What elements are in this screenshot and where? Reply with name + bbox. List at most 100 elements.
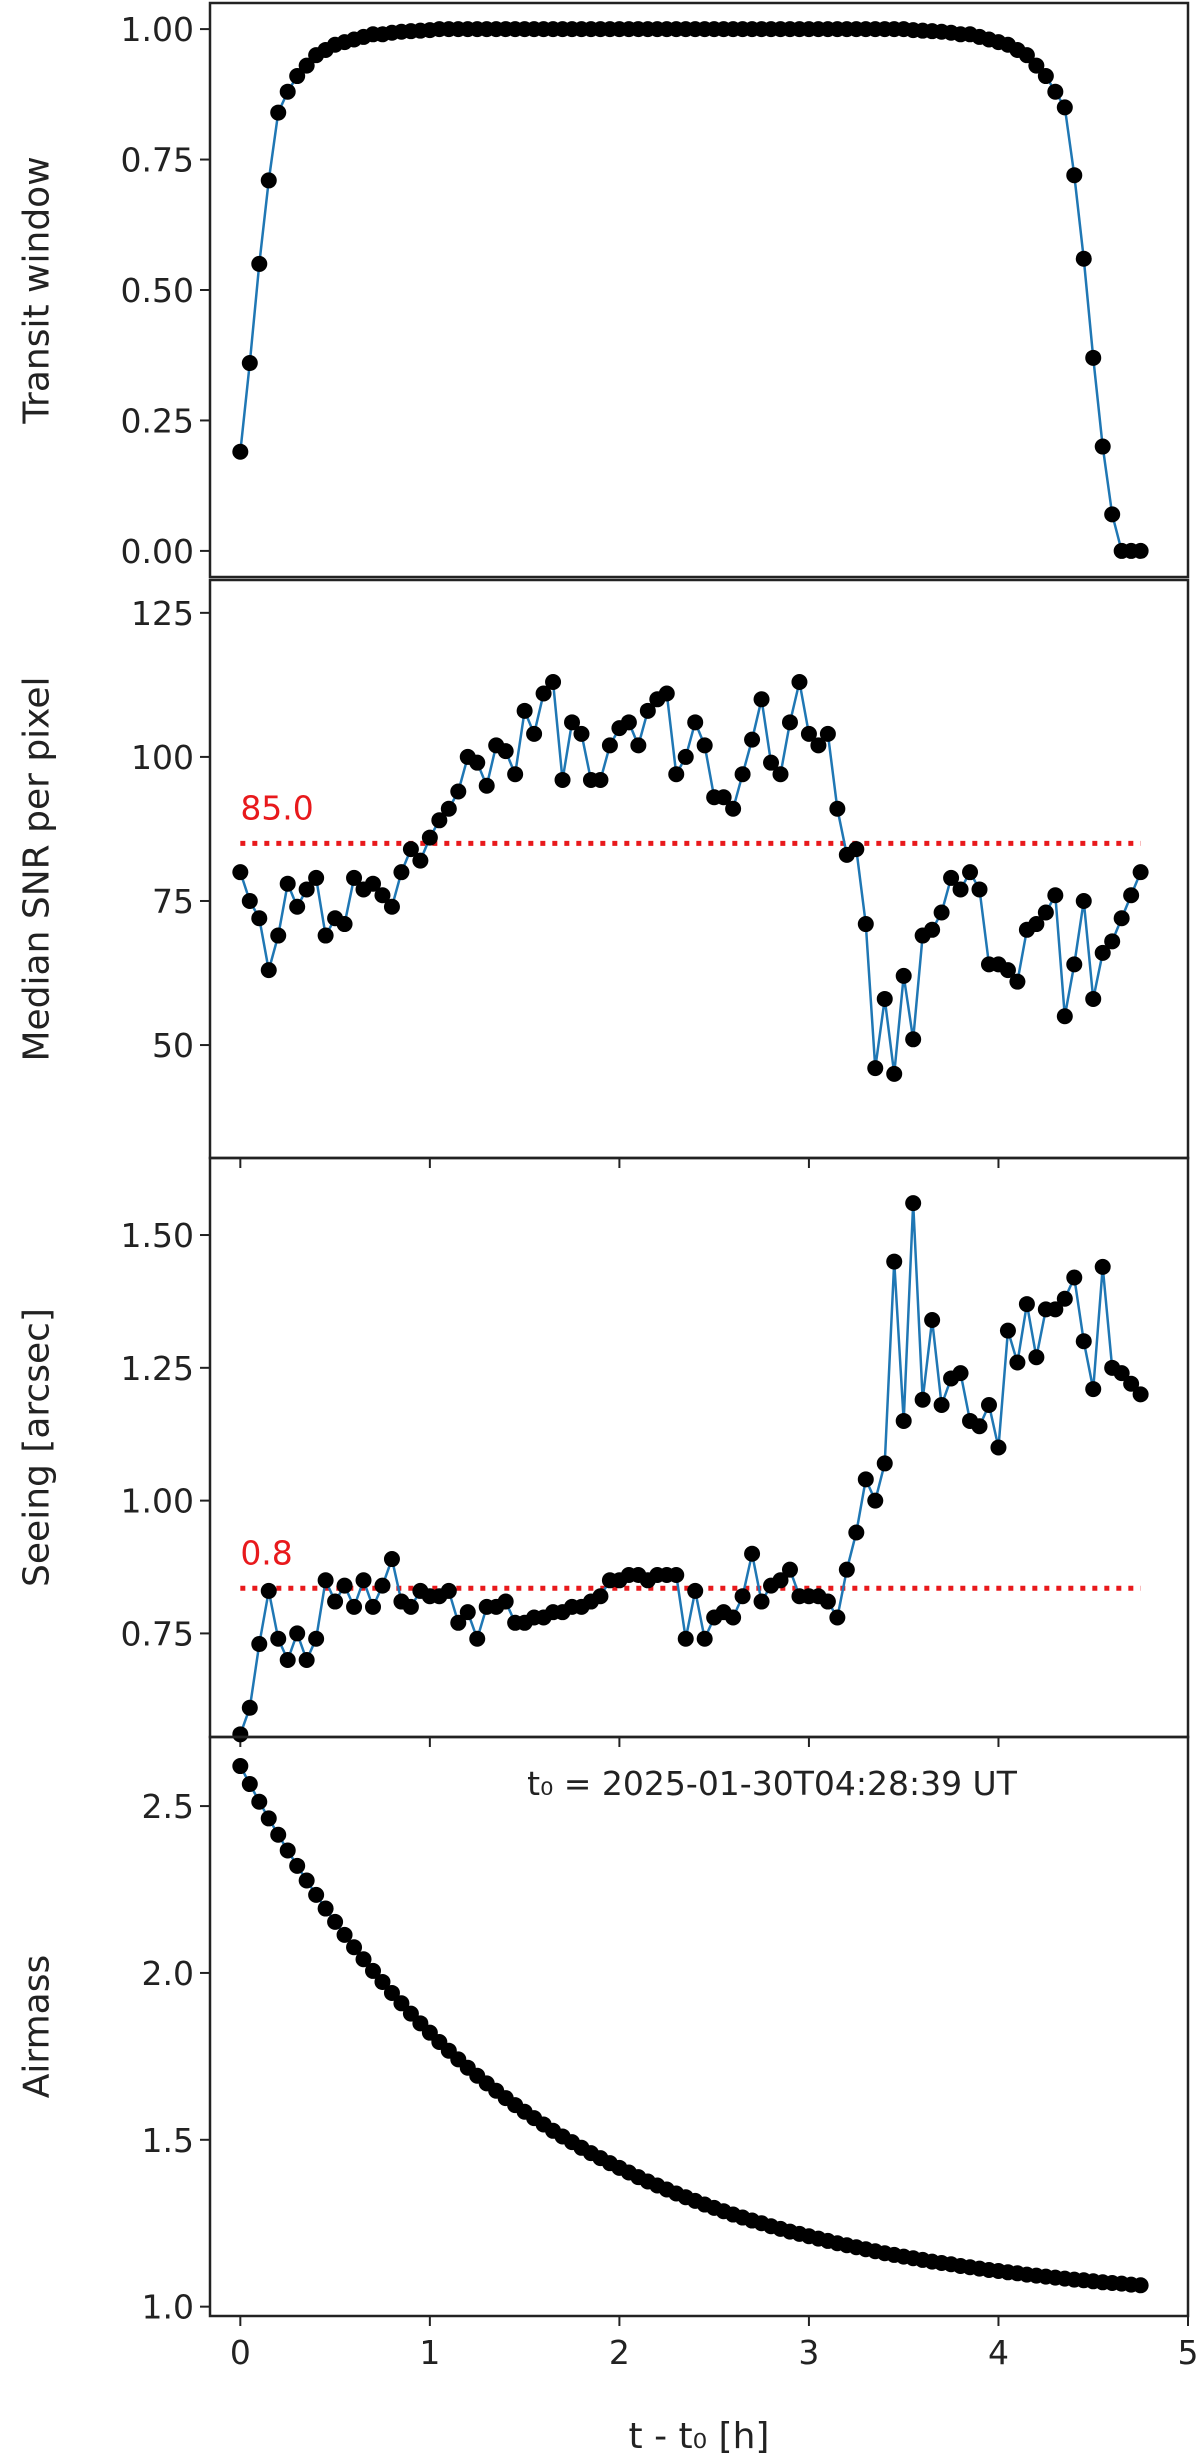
data-point [933, 1397, 950, 1414]
y-tick-label: 1.25 [121, 1349, 194, 1388]
data-point [450, 1614, 467, 1631]
data-point [232, 1758, 249, 1775]
data-point [857, 916, 874, 933]
data-point [1028, 1349, 1045, 1366]
data-point [232, 443, 249, 460]
y-tick-label: 0.75 [121, 1614, 194, 1653]
data-point [365, 875, 381, 892]
data-point [1094, 944, 1111, 961]
data-point [355, 1951, 372, 1968]
data-point [1066, 167, 1083, 184]
axes-frame [208, 1156, 1190, 1739]
data-line [239, 1765, 1141, 2287]
data-point [696, 737, 713, 754]
data-point [744, 1545, 761, 1562]
data-point [952, 1365, 969, 1382]
data-point [753, 1593, 770, 1610]
data-point [924, 1312, 941, 1329]
data-point [383, 898, 400, 915]
data-point [943, 869, 960, 886]
data-point [393, 1995, 410, 2012]
y-tick-label: 1.00 [121, 1482, 194, 1521]
data-point [497, 743, 514, 760]
data-point [1075, 250, 1092, 267]
data-point [298, 1651, 315, 1668]
y-axis-label: Airmass [17, 1955, 58, 2098]
data-point [924, 921, 941, 938]
data-point [431, 812, 448, 829]
data-point [971, 881, 988, 898]
data-point [450, 783, 467, 800]
data-point [232, 1726, 249, 1743]
data-point [421, 829, 438, 846]
data-point [895, 967, 912, 984]
axes-frame [208, 1735, 1190, 2318]
data-point [1047, 887, 1064, 904]
data-point [848, 1524, 865, 1541]
data-point [535, 685, 552, 702]
data-point [573, 725, 590, 742]
data-point [1113, 910, 1130, 927]
data-point [734, 766, 751, 783]
data-point [516, 702, 533, 719]
data-point [554, 771, 571, 788]
data-point [829, 1609, 846, 1626]
data-point [346, 1598, 363, 1615]
x-tick-label: 3 [798, 2333, 819, 2372]
data-point [440, 1582, 457, 1599]
data-point [886, 1065, 903, 1082]
y-tick-label: 1.00 [121, 10, 194, 49]
data-point [260, 1810, 277, 1827]
data-point [1009, 973, 1026, 990]
data-point [507, 766, 524, 783]
data-point [848, 841, 865, 858]
data-point [251, 255, 268, 272]
data-point [763, 754, 780, 771]
data-point [1009, 1354, 1026, 1371]
data-point [289, 898, 306, 915]
data-point [876, 990, 893, 1007]
y-tick-label: 1.0 [142, 2288, 194, 2327]
data-point [1132, 1386, 1149, 1403]
data-point [251, 910, 268, 927]
x-tick-label: 2 [609, 2333, 630, 2372]
data-point [374, 1577, 391, 1594]
data-point [980, 1397, 997, 1414]
data-point [734, 1588, 751, 1605]
data-point [279, 875, 296, 892]
data-point [260, 172, 277, 189]
data-point [819, 1593, 836, 1610]
data-point [308, 869, 325, 886]
x-tick-label: 4 [988, 2333, 1009, 2372]
data-point [772, 1572, 789, 1589]
data-point [327, 1913, 344, 1930]
data-point [459, 1604, 476, 1621]
data-point [687, 1582, 704, 1599]
data-point [876, 1455, 893, 1472]
data-point [1056, 1290, 1073, 1307]
data-point [289, 68, 306, 85]
data-point [336, 1926, 353, 1943]
data-point [412, 852, 429, 869]
data-point [1047, 1301, 1064, 1318]
data-point [317, 1572, 334, 1589]
data-point [308, 1886, 325, 1903]
threshold-label: 85.0 [240, 788, 313, 827]
data-point [1028, 57, 1045, 74]
x-tick-label: 5 [1178, 2333, 1199, 2372]
data-point [725, 1609, 742, 1626]
data-point [383, 1984, 400, 2001]
data-point [298, 1872, 315, 1889]
y-tick-label: 1.50 [121, 1216, 194, 1255]
data-point [289, 1625, 306, 1642]
y-tick-label: 0.75 [121, 141, 194, 180]
data-point [241, 892, 258, 909]
data-point [402, 1598, 419, 1615]
data-point [601, 737, 618, 754]
x-tick-label: 1 [419, 2333, 440, 2372]
data-point [327, 1593, 344, 1610]
data-point [336, 1577, 353, 1594]
data-point [1132, 2277, 1149, 2294]
data-point [497, 1593, 514, 1610]
